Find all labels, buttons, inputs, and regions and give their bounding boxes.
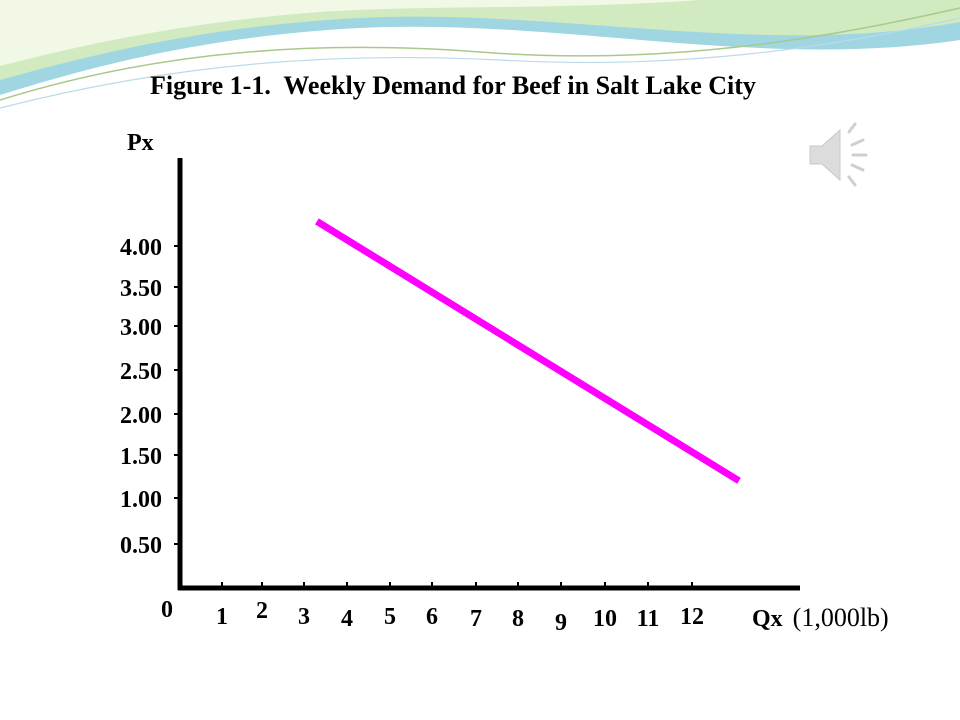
x-tick-label: 9 <box>555 610 567 636</box>
speaker-body <box>809 128 841 182</box>
x-tick-label: 12 <box>680 604 704 630</box>
y-tick-label: 3.50 <box>120 276 162 302</box>
y-tick-label: 1.00 <box>120 487 162 513</box>
x-tick-label: 5 <box>384 604 396 630</box>
x-tick-label: 10 <box>593 606 617 632</box>
wave-band-green <box>0 0 960 80</box>
wave-line-1 <box>0 7 960 101</box>
x-axis-label-unit: (1,000lb) <box>793 603 889 632</box>
speaker-wave-5 <box>847 175 857 187</box>
speaker-wave-4 <box>850 163 865 172</box>
x-axis-label-var: Qx <box>752 606 783 632</box>
x-tick-label: 3 <box>298 604 310 630</box>
y-tick-label: 0.50 <box>120 533 162 559</box>
y-axis-label: Px <box>127 130 154 156</box>
y-tick-label: 4.00 <box>120 235 162 261</box>
demand-curve-line <box>315 218 741 484</box>
x-axis-label: Qx (1,000lb) <box>752 603 889 632</box>
x-tick-label: 2 <box>256 598 268 624</box>
y-tick-label: 2.50 <box>120 359 162 385</box>
speaker-wave-1 <box>847 122 857 134</box>
wave-band-light <box>0 0 700 66</box>
wave-line-2 <box>0 17 960 109</box>
x-tick-label: 1 <box>216 604 228 630</box>
x-axis-ticks: 1 2 3 4 5 6 7 8 9 10 11 12 <box>216 582 704 636</box>
y-tick-label: 3.00 <box>120 315 162 341</box>
chart-series <box>315 218 741 484</box>
speaker-icon[interactable] <box>809 122 868 187</box>
x-tick-label: 6 <box>426 604 438 630</box>
y-tick-label: 1.50 <box>120 444 162 470</box>
x-tick-label: 8 <box>512 606 524 632</box>
x-tick-label: 7 <box>470 606 482 632</box>
y-tick-label: 2.00 <box>120 403 162 429</box>
chart-title: Figure 1-1. Weekly Demand for Beef in Sa… <box>150 71 756 100</box>
origin-label: 0 <box>161 597 173 623</box>
speaker-wave-2 <box>850 138 865 147</box>
decorative-wave-banner <box>0 0 960 109</box>
x-tick-label: 11 <box>637 606 660 632</box>
x-tick-label: 4 <box>341 606 353 632</box>
y-axis-ticks: 0.50 1.00 1.50 2.00 2.50 3.00 3.50 4.00 <box>120 235 180 559</box>
